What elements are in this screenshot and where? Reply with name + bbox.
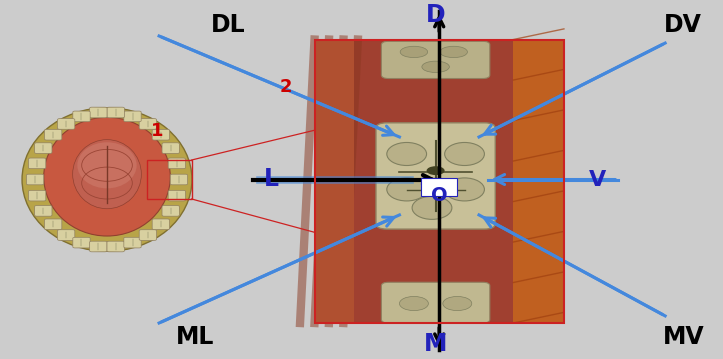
FancyBboxPatch shape <box>124 111 141 122</box>
Text: V: V <box>589 169 606 190</box>
FancyBboxPatch shape <box>90 107 107 118</box>
Text: DV: DV <box>664 13 702 37</box>
Ellipse shape <box>445 143 484 165</box>
FancyBboxPatch shape <box>162 206 179 216</box>
FancyBboxPatch shape <box>90 241 107 252</box>
FancyBboxPatch shape <box>57 230 74 241</box>
FancyBboxPatch shape <box>107 107 124 118</box>
FancyBboxPatch shape <box>57 118 74 129</box>
FancyBboxPatch shape <box>168 190 186 201</box>
Text: MV: MV <box>662 325 704 349</box>
Text: L: L <box>264 168 278 191</box>
Ellipse shape <box>387 143 427 165</box>
Ellipse shape <box>72 140 141 209</box>
Text: M: M <box>424 332 448 356</box>
FancyBboxPatch shape <box>140 230 157 241</box>
Ellipse shape <box>77 142 137 188</box>
FancyBboxPatch shape <box>381 282 489 323</box>
Text: 1: 1 <box>151 122 164 140</box>
FancyBboxPatch shape <box>45 130 62 140</box>
Text: D: D <box>426 3 446 27</box>
FancyBboxPatch shape <box>140 118 157 129</box>
FancyBboxPatch shape <box>35 143 52 153</box>
FancyBboxPatch shape <box>107 241 124 252</box>
Ellipse shape <box>440 46 467 57</box>
Ellipse shape <box>400 46 427 57</box>
Ellipse shape <box>43 117 171 236</box>
FancyBboxPatch shape <box>376 123 495 229</box>
Ellipse shape <box>445 178 484 201</box>
Ellipse shape <box>412 196 452 219</box>
Text: O: O <box>432 186 448 205</box>
Bar <box>315 39 564 323</box>
FancyBboxPatch shape <box>152 130 169 140</box>
FancyBboxPatch shape <box>73 111 90 122</box>
Ellipse shape <box>387 178 427 201</box>
FancyBboxPatch shape <box>35 206 52 216</box>
FancyBboxPatch shape <box>152 219 169 229</box>
Ellipse shape <box>399 297 428 311</box>
Ellipse shape <box>427 166 445 175</box>
FancyBboxPatch shape <box>28 158 46 169</box>
Ellipse shape <box>442 297 471 311</box>
FancyBboxPatch shape <box>162 143 179 153</box>
Bar <box>147 160 192 199</box>
FancyBboxPatch shape <box>26 174 43 185</box>
Text: 2: 2 <box>279 78 292 96</box>
FancyBboxPatch shape <box>170 174 188 185</box>
FancyBboxPatch shape <box>381 41 489 79</box>
Text: ML: ML <box>176 325 215 349</box>
FancyBboxPatch shape <box>124 237 141 248</box>
Ellipse shape <box>22 108 192 251</box>
FancyBboxPatch shape <box>168 158 186 169</box>
Text: DL: DL <box>210 13 245 37</box>
FancyBboxPatch shape <box>421 178 457 196</box>
FancyBboxPatch shape <box>73 237 90 248</box>
Bar <box>315 39 354 323</box>
Ellipse shape <box>422 61 449 73</box>
Bar <box>513 39 564 323</box>
FancyBboxPatch shape <box>28 190 46 201</box>
Bar <box>315 39 564 323</box>
FancyBboxPatch shape <box>45 219 62 229</box>
